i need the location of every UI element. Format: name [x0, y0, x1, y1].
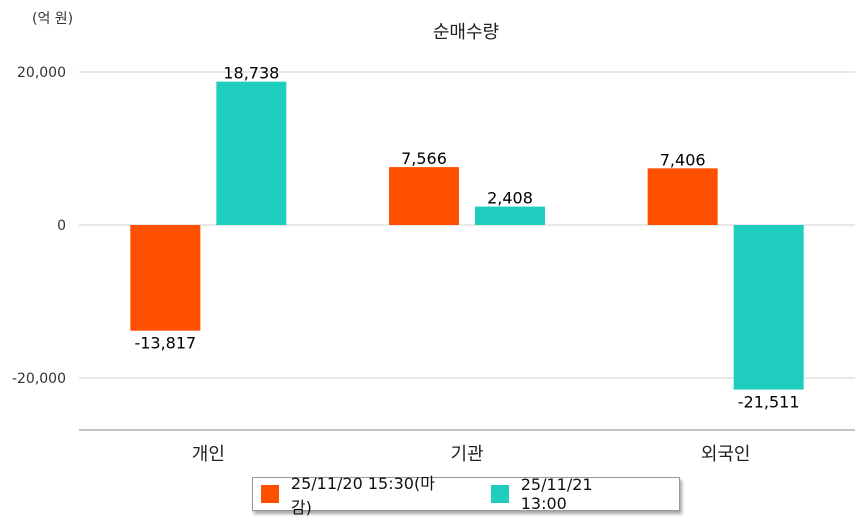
x-tick-label: 개인 — [192, 444, 225, 465]
legend-item-series-1[interactable]: 25/11/20 15:30(마감) — [261, 470, 455, 518]
legend-swatch-series-2 — [490, 485, 509, 503]
bar[interactable] — [733, 225, 804, 390]
bar[interactable] — [475, 206, 545, 225]
legend-label-series-1: 25/11/20 15:30(마감) — [290, 474, 435, 517]
bar[interactable] — [130, 225, 201, 331]
y-tick-label: 0 — [57, 218, 66, 234]
data-label: 18,738 — [223, 64, 279, 83]
data-label: -13,817 — [134, 334, 196, 353]
data-label: 7,406 — [660, 150, 706, 169]
bars — [130, 81, 804, 390]
y-axis: 20,000 0 -20,000 — [12, 65, 66, 387]
legend-label-series-2: 25/11/21 13:00 — [520, 475, 593, 513]
bar[interactable] — [216, 81, 287, 225]
x-axis: 개인 기관 외국인 — [192, 444, 751, 465]
legend: 25/11/20 15:30(마감) 25/11/21 13:00 — [252, 474, 680, 517]
chart-unit-label: (억 원) — [32, 11, 73, 27]
x-tick-label: 외국인 — [701, 444, 751, 465]
x-tick-label: 기관 — [450, 444, 483, 465]
data-label: -21,511 — [738, 393, 800, 412]
legend-item-series-2[interactable]: 25/11/21 13:00 — [490, 475, 643, 513]
legend-swatch-series-1 — [261, 485, 279, 503]
y-tick-label: -20,000 — [12, 371, 66, 387]
y-tick-label: 20,000 — [17, 65, 66, 81]
data-label: 7,566 — [401, 149, 447, 168]
chart-title: 순매수량 — [433, 22, 499, 43]
gridlines — [79, 71, 855, 379]
bar[interactable] — [389, 167, 459, 225]
data-label: 2,408 — [487, 189, 533, 208]
bar[interactable] — [647, 168, 718, 225]
data-labels: -13,817 18,738 7,566 2,408 7,406 -21,511 — [134, 64, 799, 412]
